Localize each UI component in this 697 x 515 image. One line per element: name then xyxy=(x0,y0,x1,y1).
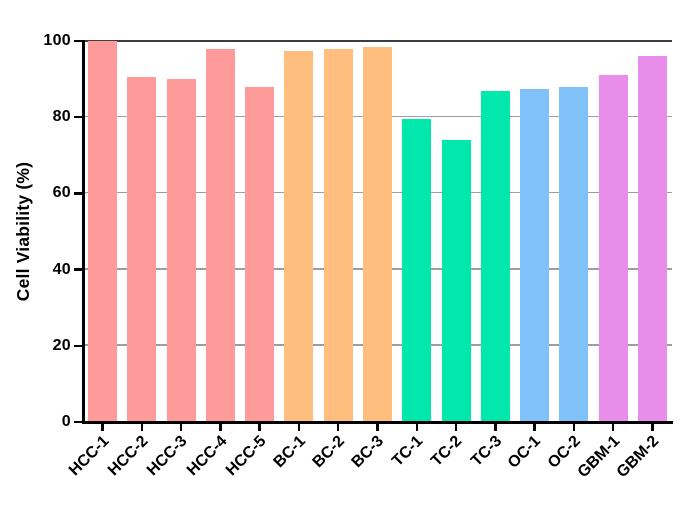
x-axis-tick-OC-2 xyxy=(572,423,576,431)
x-tick-slot xyxy=(633,423,672,431)
x-tick-slot xyxy=(554,423,593,431)
y-tick-label-100: 100 xyxy=(43,32,71,49)
x-axis-tick-OC-1 xyxy=(533,423,536,431)
x-axis-tick-TC-3 xyxy=(494,423,497,431)
bar-GBM-1 xyxy=(598,75,628,422)
bar-HCC-1 xyxy=(88,41,118,422)
x-tick-slot xyxy=(515,423,554,431)
bar-slot-BC-2 xyxy=(319,41,358,422)
x-axis-tick-HCC-3 xyxy=(179,423,183,431)
x-tick-label-HCC-5: HCC-5 xyxy=(222,432,270,480)
x-tick-label-BC-3: BC-3 xyxy=(348,432,388,472)
bar-slot-HCC-1 xyxy=(83,41,122,422)
bar-GBM-2 xyxy=(637,56,667,422)
bar-slot-HCC-2 xyxy=(122,41,161,422)
bar-BC-1 xyxy=(284,50,314,422)
bar-slot-TC-3 xyxy=(476,41,515,422)
x-axis-line xyxy=(81,420,673,424)
x-tick-label-GBM-1: GBM-1 xyxy=(574,432,623,482)
x-axis-tick-TC-1 xyxy=(415,423,418,431)
x-tick-slot xyxy=(319,423,358,431)
bar-BC-2 xyxy=(323,48,353,422)
x-tick-label-HCC-2: HCC-2 xyxy=(104,432,152,480)
x-tick-slot xyxy=(279,423,318,431)
x-axis-tick-HCC-2 xyxy=(140,423,144,431)
bar-HCC-3 xyxy=(166,79,196,422)
y-tick-label-80: 80 xyxy=(52,108,71,126)
y-axis-title: Cell Viability (%) xyxy=(13,161,34,302)
x-tick-slot xyxy=(83,423,122,431)
bar-slot-GBM-2 xyxy=(633,41,672,422)
bar-TC-1 xyxy=(402,119,432,422)
x-tick-slot xyxy=(162,423,201,431)
x-tick-label-GBM-2: GBM-2 xyxy=(613,432,663,482)
y-axis-tick-100 xyxy=(74,39,83,43)
x-tick-label-HCC-4: HCC-4 xyxy=(183,432,231,480)
x-axis-tick-HCC-4 xyxy=(219,423,222,431)
bar-slot-BC-3 xyxy=(358,41,397,422)
x-tick-slot xyxy=(593,423,632,431)
x-tick-label-BC-2: BC-2 xyxy=(309,432,348,472)
bar-OC-1 xyxy=(520,88,550,422)
x-axis-tick-BC-1 xyxy=(297,423,301,431)
bar-slot-OC-2 xyxy=(554,41,593,422)
x-tick-label-TC-3: TC-3 xyxy=(467,432,505,470)
x-axis-tick-TC-2 xyxy=(454,423,458,431)
bar-slot-OC-1 xyxy=(515,41,554,422)
bar-slot-TC-2 xyxy=(436,41,475,422)
bar-slot-TC-1 xyxy=(397,41,436,422)
y-axis-line xyxy=(81,40,85,423)
y-tick-label-60: 60 xyxy=(52,184,71,202)
top-frame-line xyxy=(83,40,672,42)
x-tick-slot xyxy=(476,423,515,431)
bar-BC-3 xyxy=(362,46,392,422)
x-tick-slot xyxy=(397,423,436,431)
x-tick-slot xyxy=(436,423,475,431)
x-tick-slot xyxy=(358,423,397,431)
x-tick-label-HCC-1: HCC-1 xyxy=(65,432,113,480)
x-tick-label-TC-2: TC-2 xyxy=(428,432,466,470)
y-axis-title-wrap: Cell Viability (%) xyxy=(6,41,42,422)
y-tick-label-40: 40 xyxy=(52,260,71,278)
x-axis-tick-HCC-5 xyxy=(258,423,261,431)
x-axis-tick-GBM-2 xyxy=(651,423,654,431)
x-axis-tick-HCC-1 xyxy=(101,423,104,431)
bar-HCC-2 xyxy=(127,77,157,422)
x-axis-tick-BC-2 xyxy=(336,423,340,431)
bar-slot-BC-1 xyxy=(279,41,318,422)
plot-area xyxy=(83,40,672,422)
bar-slot-HCC-4 xyxy=(201,41,240,422)
y-axis-tick-60 xyxy=(74,192,83,195)
y-tick-label-20: 20 xyxy=(52,336,71,354)
bars-container xyxy=(83,41,672,422)
x-tick-label-HCC-3: HCC-3 xyxy=(144,432,191,480)
y-axis-tick-80 xyxy=(74,115,83,119)
x-tick-slot xyxy=(201,423,240,431)
x-axis-tick-BC-3 xyxy=(376,423,379,431)
bar-TC-3 xyxy=(480,90,510,422)
bar-TC-2 xyxy=(441,140,471,422)
bar-slot-HCC-5 xyxy=(240,41,279,422)
x-tick-slot xyxy=(122,423,161,431)
bar-HCC-5 xyxy=(245,86,275,422)
x-tick-label-OC-1: OC-1 xyxy=(505,432,545,472)
y-axis-tick-40 xyxy=(74,268,83,271)
x-axis-tick-GBM-1 xyxy=(611,423,615,431)
x-tick-label-TC-1: TC-1 xyxy=(389,432,427,470)
bar-slot-HCC-3 xyxy=(162,41,201,422)
y-tick-label-0: 0 xyxy=(61,413,71,430)
x-tick-label-BC-1: BC-1 xyxy=(270,432,309,472)
bar-HCC-4 xyxy=(205,48,235,422)
x-axis-ticks xyxy=(83,423,672,431)
bar-OC-2 xyxy=(559,86,589,422)
x-tick-slot xyxy=(240,423,279,431)
y-axis-tick-0 xyxy=(74,420,83,424)
y-axis-tick-20 xyxy=(74,344,83,348)
bar-slot-GBM-1 xyxy=(593,41,632,422)
